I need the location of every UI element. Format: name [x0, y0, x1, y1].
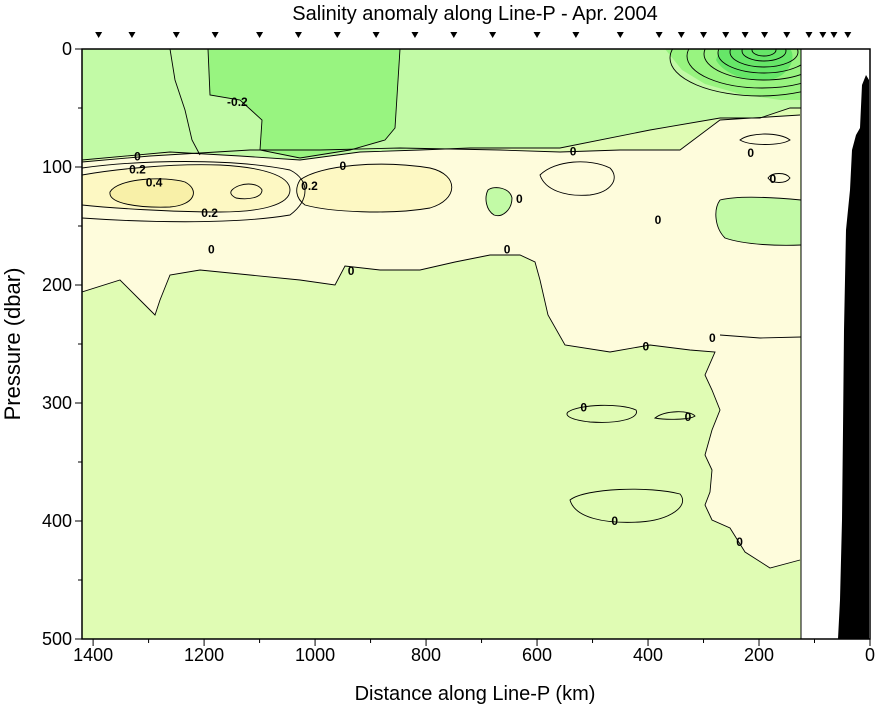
- contour-label: 0: [339, 159, 346, 173]
- contour-label: 0: [709, 331, 716, 345]
- y-axis-label: Pressure (dbar): [0, 268, 25, 421]
- contour-label: 0: [504, 243, 511, 257]
- station-marker: [830, 32, 838, 38]
- contour-patch-center: [539, 161, 615, 196]
- contour-label: 0: [747, 146, 754, 160]
- contour-positive-ring: [82, 161, 306, 223]
- contour-negative-northwest: [169, 49, 201, 156]
- contour-label: 0: [516, 192, 523, 206]
- contour-zero-east: [719, 334, 801, 339]
- station-marker: [700, 32, 708, 38]
- contour-label: 0: [685, 410, 692, 424]
- y-tick-label: 100: [42, 157, 72, 177]
- station-marker: [95, 32, 103, 38]
- y-tick-label: 500: [42, 629, 72, 649]
- x-tick-label: 800: [411, 645, 441, 665]
- y-tick-label: 300: [42, 393, 72, 413]
- y-axis: 0 100 200 300 400 500: [42, 39, 82, 649]
- station-marker: [844, 32, 852, 38]
- station-marker: [805, 32, 813, 38]
- chart-title: Salinity anomaly along Line-P - Apr. 200…: [292, 3, 657, 25]
- station-marker: [411, 32, 419, 38]
- contour-lens-400: [569, 488, 683, 523]
- negative-core-north: [208, 49, 400, 158]
- negative-patch-small: [486, 187, 512, 216]
- contour-positive-strong: [109, 178, 194, 208]
- station-marker: [128, 32, 136, 38]
- contour-patch-east-1: [739, 133, 791, 145]
- x-axis-label: Distance along Line-P (km): [355, 683, 596, 705]
- y-tick-label: 400: [42, 511, 72, 531]
- contour-zero-lower: [82, 254, 801, 569]
- contour-label: 0.2: [201, 206, 218, 220]
- station-marker: [677, 32, 685, 38]
- station-marker: [722, 32, 730, 38]
- contour-label: 0: [570, 145, 577, 159]
- station-marker: [761, 32, 769, 38]
- contour-patch-small: [485, 187, 513, 217]
- station-marker: [294, 32, 302, 38]
- contour-loop-east: [653, 411, 696, 420]
- bathymetry-silhouette: [838, 75, 869, 639]
- negative-lens-east: [715, 197, 801, 246]
- contour-rings-northeast: [669, 49, 801, 97]
- y-tick-label: 200: [42, 275, 72, 295]
- contour-label: 0: [642, 339, 649, 353]
- station-marker: [372, 32, 380, 38]
- station-marker: [533, 32, 541, 38]
- contour-patch-east-2: [767, 173, 791, 183]
- station-marker: [450, 32, 458, 38]
- contour-positive-west: [82, 164, 291, 213]
- station-marker: [572, 32, 580, 38]
- contour-negative-band: [82, 107, 801, 161]
- contour-label: 0.2: [301, 179, 318, 193]
- station-marker: [333, 32, 341, 38]
- station-markers: [95, 32, 852, 38]
- contour-label: 0: [134, 149, 141, 163]
- x-tick-label: 1400: [73, 645, 113, 665]
- contour-label: 0: [208, 243, 215, 257]
- x-tick-label: 600: [522, 645, 552, 665]
- contour-label: 0.4: [146, 175, 163, 189]
- station-marker: [616, 32, 624, 38]
- contour-positive-small: [230, 183, 263, 200]
- station-marker: [256, 32, 264, 38]
- contour-lens-300: [566, 404, 637, 423]
- x-tick-label: 1200: [184, 645, 224, 665]
- x-tick-label: 200: [744, 645, 774, 665]
- contour-label: 0: [611, 514, 618, 528]
- positive-anomaly-band: [82, 115, 800, 568]
- contour-positive-mid: [296, 163, 453, 213]
- contour-lens-east: [715, 196, 801, 246]
- positive-core-strong: [109, 178, 194, 208]
- station-marker: [489, 32, 497, 38]
- contour-zero-upper: [82, 114, 801, 163]
- station-marker: [655, 32, 663, 38]
- contour-label: -0.2: [227, 95, 248, 109]
- contour-negative-north: [207, 49, 401, 159]
- x-tick-label: 400: [633, 645, 663, 665]
- x-tick-label: 0: [865, 645, 875, 665]
- contour-fills: [82, 49, 801, 639]
- contour-label: 0: [655, 213, 662, 227]
- station-marker: [741, 32, 749, 38]
- station-marker: [172, 32, 180, 38]
- station-marker: [819, 32, 827, 38]
- contour-label: 0: [580, 401, 587, 415]
- station-marker: [211, 32, 219, 38]
- contour-label: 0: [348, 264, 355, 278]
- contour-label: 0.2: [129, 162, 146, 176]
- x-axis: 1400 1200 1000 800 600 400 200 0: [73, 639, 875, 665]
- contour-label: 0: [770, 172, 777, 186]
- contour-label: 0: [736, 535, 743, 549]
- y-tick-label: 0: [62, 39, 72, 59]
- positive-core-mid: [296, 164, 452, 212]
- station-marker: [783, 32, 791, 38]
- x-tick-label: 1000: [295, 645, 335, 665]
- contour-lines: [82, 49, 801, 569]
